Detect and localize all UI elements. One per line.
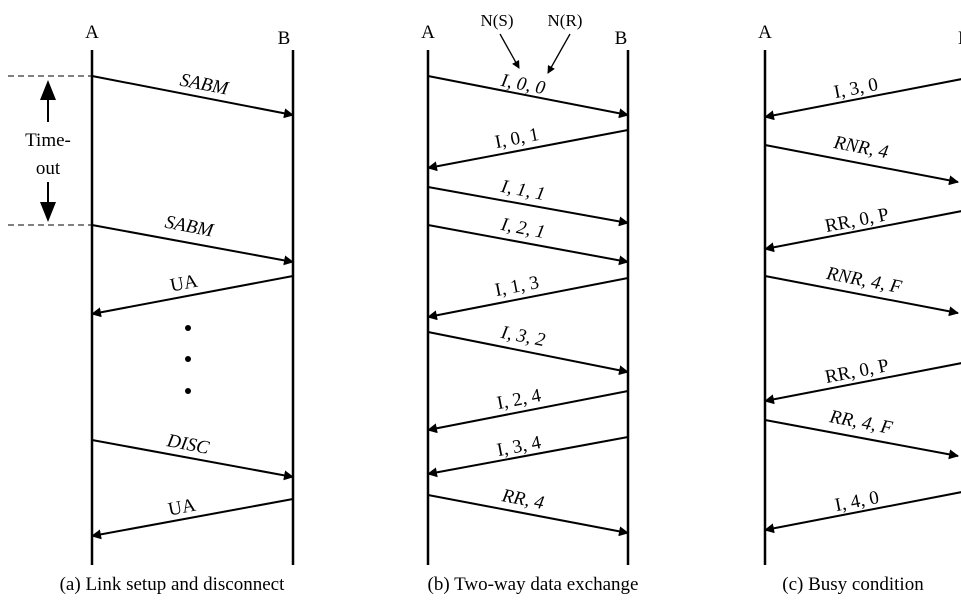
panel-c-station-a: A [758, 22, 772, 43]
panel-c-msg-3-arrow [764, 210, 961, 253]
panel-a: A B Time- out SABM SABM UA DISC UA (a) L… [8, 22, 295, 595]
panel-b-msg-6-arrow [427, 331, 629, 376]
panel-b: A B N(S) N(R) I, 0, 0 I, 0, 1 I, 1, 1 I,… [421, 11, 638, 595]
panel-c-msg-7-arrow [764, 491, 961, 534]
panel-c-msg-5-arrow [764, 362, 961, 405]
panel-b-msg-9-arrow [427, 494, 629, 537]
field-pointer-nr [547, 33, 571, 74]
ellipsis-dot-3 [185, 388, 191, 394]
panel-c-msg-6-arrow [764, 419, 959, 460]
panel-b-msg-7-arrow [427, 390, 629, 434]
timeout-label-1: Time- [25, 130, 71, 151]
panel-a-msg-3-label: UA [168, 271, 199, 297]
field-label-nr: N(R) [548, 11, 583, 30]
panel-b-station-b: B [615, 28, 628, 49]
panel-a-station-a: A [85, 22, 99, 43]
panel-b-msg-2-arrow [427, 129, 629, 172]
panel-a-msg-3-arrow [91, 275, 294, 318]
timeout-arrowhead-up [40, 80, 56, 100]
panel-c-msg-2-arrow [764, 144, 959, 186]
ellipsis-dot-2 [185, 356, 191, 362]
panel-b-msg-5-arrow [427, 277, 629, 321]
panel-a-msg-5-label: UA [166, 495, 197, 521]
panel-b-station-a: A [421, 22, 435, 43]
timeout-arrowhead-down [40, 202, 56, 222]
panel-a-msg-5-arrow [91, 498, 294, 540]
panel-c-msg-4-arrow [764, 275, 959, 317]
panel-b-msg-8-arrow [427, 436, 629, 478]
panel-a-msg-4-arrow [91, 439, 294, 481]
panel-c-caption: (c) Busy condition [782, 574, 924, 595]
panel-b-msg-1-arrow [427, 75, 629, 119]
panel-a-msg-2-arrow [91, 224, 294, 266]
panel-a-msg-1-arrow [91, 75, 294, 119]
field-pointer-ns [499, 33, 520, 69]
panel-a-station-b: B [278, 28, 291, 49]
panel-c-station-b: B [958, 28, 961, 49]
panel-b-msg-3-arrow [427, 186, 629, 227]
field-label-ns: N(S) [480, 11, 513, 30]
ellipsis-dot-1 [185, 325, 191, 331]
panel-b-caption: (b) Two-way data exchange [428, 574, 639, 595]
panel-c-msg-1-arrow [764, 78, 961, 121]
timeout-label-2: out [36, 158, 61, 179]
panel-a-caption: (a) Link setup and disconnect [60, 574, 285, 595]
panel-b-msg-4-arrow [427, 224, 629, 266]
